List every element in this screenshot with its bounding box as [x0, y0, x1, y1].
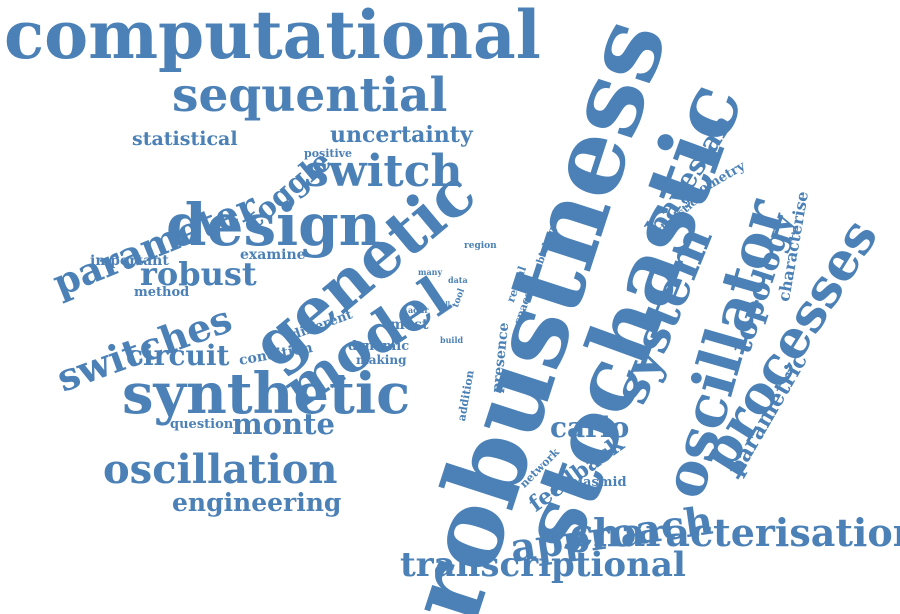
word-most: most: [390, 317, 429, 333]
word-switch: switch: [304, 146, 463, 197]
word-robust: robust: [140, 255, 257, 293]
word-important: important: [90, 253, 169, 269]
word-circuit: circuit: [126, 339, 230, 372]
word-region: region: [464, 241, 497, 251]
word-making: making: [356, 353, 407, 367]
word-monte: monte: [232, 407, 335, 441]
word-characterisation: characterisation: [570, 510, 900, 555]
word-synthetic: synthetic: [122, 361, 411, 427]
word-computational: computational: [4, 0, 541, 74]
word-plasmid: plasmid: [569, 475, 627, 490]
word-design: design: [166, 191, 381, 259]
word-cell: cell: [438, 301, 451, 308]
word-oscillation: oscillation: [103, 446, 338, 493]
word-uncertainty: uncertainty: [330, 122, 473, 148]
word-statistical: statistical: [132, 128, 238, 150]
word-dynamic: dynamic: [348, 339, 410, 354]
word-examine: examine: [240, 247, 306, 263]
word-tool: tool: [451, 287, 468, 310]
word-data: data: [448, 275, 468, 285]
word-carlo: carlo: [550, 411, 630, 444]
word-question: question: [170, 417, 234, 432]
word-sequential: sequential: [172, 68, 448, 123]
word-positive: positive: [304, 147, 353, 160]
word-transcriptional: transcriptional: [400, 545, 686, 585]
word-build: build: [440, 335, 464, 345]
word-addr: addr: [408, 305, 429, 315]
word-engineering: engineering: [172, 488, 342, 517]
word-method: method: [134, 285, 190, 300]
word-many: many: [418, 267, 443, 277]
